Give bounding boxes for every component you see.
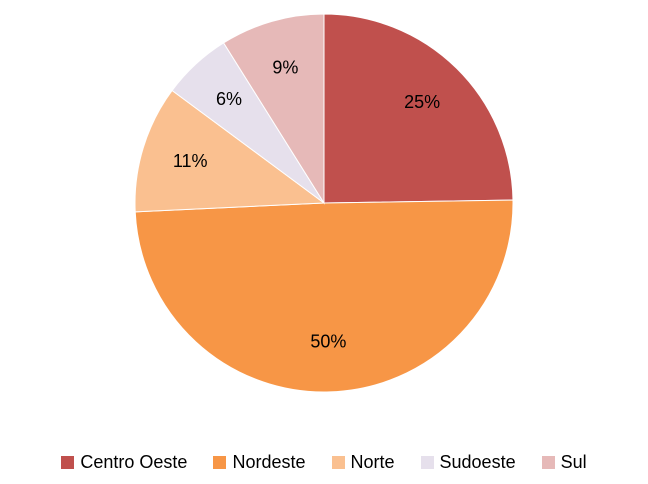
legend-label: Sul (560, 452, 587, 472)
legend-swatch (213, 456, 227, 469)
legend-item: Sul (541, 452, 587, 473)
legend-swatch (331, 456, 345, 469)
legend-label: Nordeste (232, 452, 306, 472)
legend-swatch (420, 456, 434, 469)
data-label: 11% (173, 151, 208, 171)
pie-slice (134, 89, 326, 213)
chart: 25% 50% 11% 6% 9% (134, 13, 514, 393)
legend-item: Nordeste (213, 452, 306, 473)
legend: Centro Oeste Nordeste Norte Sudoeste Sul (0, 452, 648, 473)
pie-slice (323, 13, 514, 204)
data-label: 25% (404, 92, 440, 112)
pie-slice (222, 13, 325, 205)
legend-label: Centro Oeste (80, 452, 188, 472)
legend-label: Sudoeste (439, 452, 516, 472)
data-label: 50% (310, 332, 346, 352)
legend-item: Norte (331, 452, 395, 473)
pie-slice (134, 199, 514, 393)
legend-swatch (541, 456, 555, 469)
legend-label: Norte (350, 452, 395, 472)
data-label: 9% (272, 57, 298, 77)
legend-swatch (61, 456, 75, 469)
data-label: 6% (216, 89, 242, 109)
legend-item: Centro Oeste (61, 452, 187, 473)
legend-item: Sudoeste (420, 452, 516, 473)
